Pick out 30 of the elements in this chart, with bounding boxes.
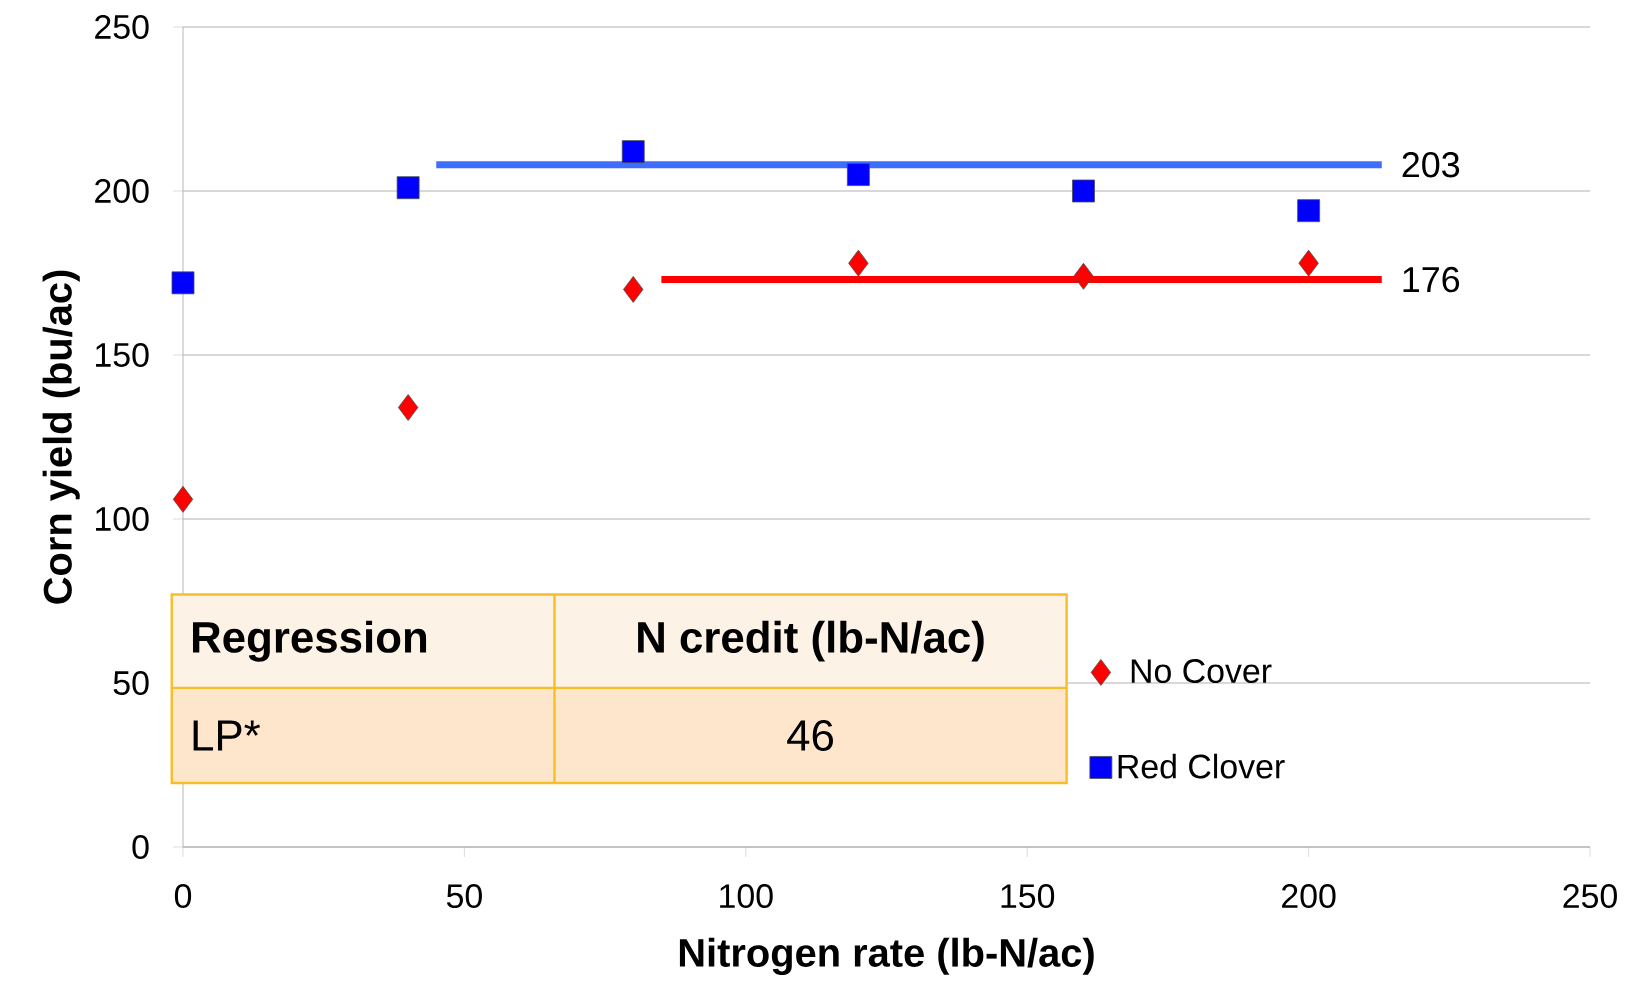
annotation: 203 <box>1402 152 1460 178</box>
x-tick-label: 50 <box>446 884 482 909</box>
y-axis-title: Corn yield (bu/ac) <box>42 270 80 604</box>
y-tick-label: 50 <box>113 671 149 695</box>
point <box>846 163 870 186</box>
legend-label: Red Clover <box>1118 753 1285 779</box>
point <box>171 271 195 295</box>
y-tick-label: 250 <box>95 14 149 39</box>
point <box>1297 199 1321 223</box>
point <box>1072 179 1095 203</box>
x-tick-label: 150 <box>1001 884 1055 909</box>
legend-label: No Cover <box>1131 659 1272 684</box>
x-tick-label: 100 <box>720 884 773 909</box>
y-tick-label: 200 <box>95 179 149 203</box>
y-tick-label: 150 <box>96 343 149 367</box>
point <box>397 394 419 421</box>
point <box>1298 249 1319 277</box>
x-tick-label: 250 <box>1563 884 1617 909</box>
annotation: 176 <box>1403 266 1460 293</box>
point <box>1073 262 1094 290</box>
x-tick-label: 0 <box>174 884 192 909</box>
y-tick-label: 0 <box>132 835 149 859</box>
point <box>396 176 420 200</box>
x-tick-label: 200 <box>1282 884 1336 909</box>
point <box>848 249 869 277</box>
point <box>621 140 645 164</box>
point <box>172 485 194 513</box>
point <box>623 275 644 303</box>
x-axis-title: Nitrogen rate (lb-N/ac) <box>679 937 1094 976</box>
y-tick-label: 100 <box>96 507 149 531</box>
